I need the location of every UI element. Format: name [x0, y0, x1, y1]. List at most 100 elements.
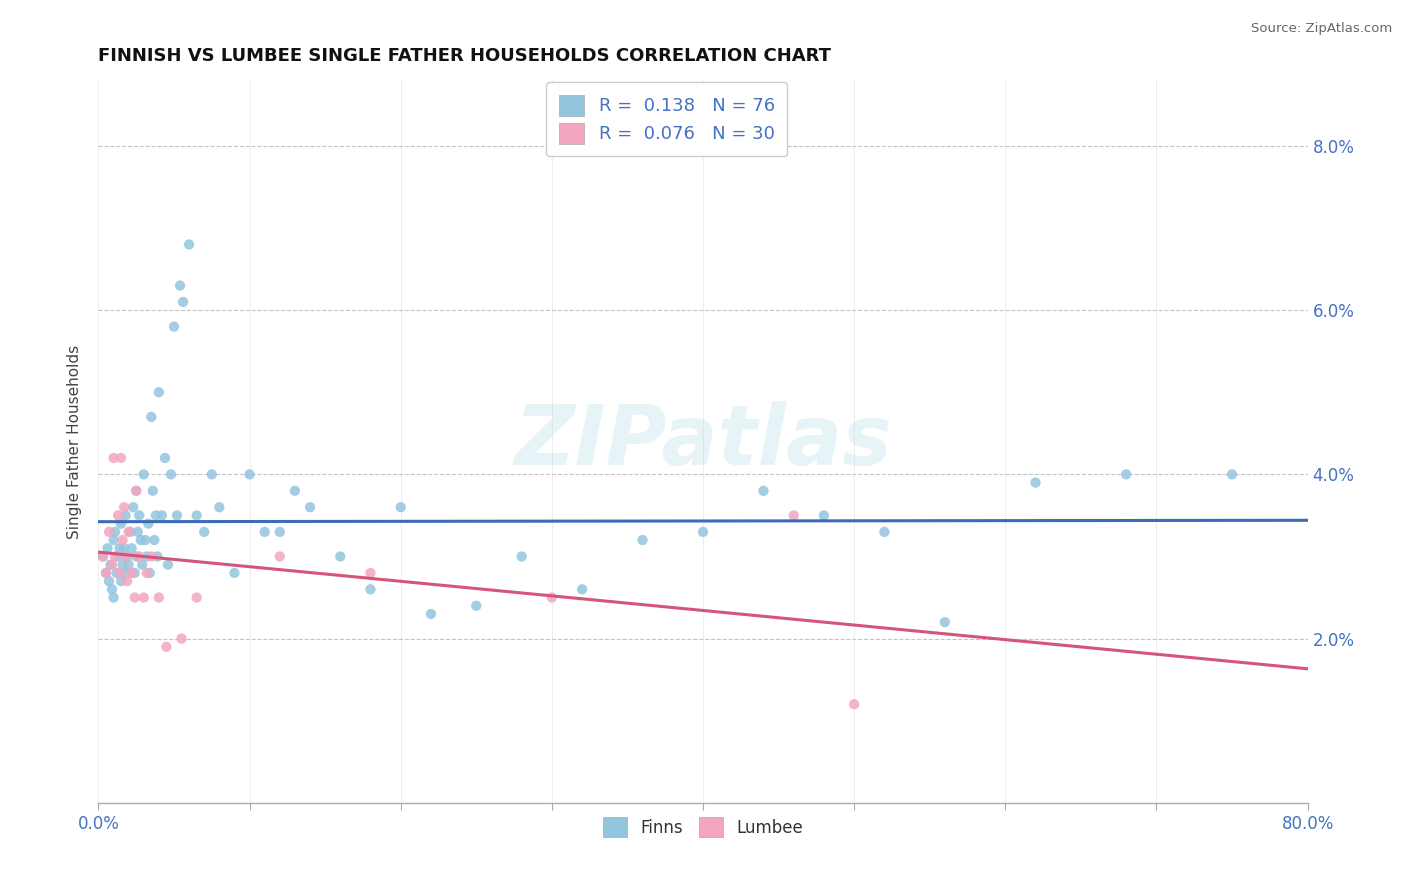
Point	[153, 450, 176, 465]
Point	[103, 591, 125, 605]
Point	[128, 508, 150, 523]
Point	[134, 533, 156, 547]
Point	[94, 566, 117, 580]
Point	[118, 558, 141, 572]
Point	[783, 508, 806, 523]
Y-axis label: Single Father Households: Single Father Households	[67, 344, 83, 539]
Point	[208, 500, 231, 515]
Point	[186, 591, 208, 605]
Point	[91, 549, 114, 564]
Point	[1220, 467, 1243, 482]
Point	[148, 591, 170, 605]
Point	[139, 566, 162, 580]
Point	[172, 295, 194, 310]
Point	[103, 533, 125, 547]
Point	[166, 508, 188, 523]
Point	[1115, 467, 1137, 482]
Point	[141, 549, 163, 564]
Point	[132, 467, 155, 482]
Point	[107, 549, 129, 564]
Point	[510, 549, 533, 564]
Point	[98, 574, 121, 588]
Point	[101, 582, 124, 597]
Point	[108, 541, 131, 556]
Point	[110, 574, 132, 588]
Point	[873, 524, 896, 539]
Point	[239, 467, 262, 482]
Point	[110, 450, 132, 465]
Point	[150, 508, 173, 523]
Point	[118, 524, 141, 539]
Point	[115, 574, 138, 588]
Point	[111, 533, 134, 547]
Point	[571, 582, 593, 597]
Point	[132, 591, 155, 605]
Point	[103, 450, 125, 465]
Point	[155, 640, 177, 654]
Point	[360, 566, 382, 580]
Point	[193, 524, 215, 539]
Point	[98, 524, 121, 539]
Point	[107, 508, 129, 523]
Point	[94, 566, 117, 580]
Point	[104, 549, 127, 564]
Point	[125, 483, 148, 498]
Point	[156, 558, 179, 572]
Point	[813, 508, 835, 523]
Point	[122, 500, 145, 515]
Point	[844, 698, 866, 712]
Point	[269, 524, 291, 539]
Point	[148, 385, 170, 400]
Point	[120, 524, 142, 539]
Text: FINNISH VS LUMBEE SINGLE FATHER HOUSEHOLDS CORRELATION CHART: FINNISH VS LUMBEE SINGLE FATHER HOUSEHOL…	[98, 47, 831, 65]
Point	[100, 558, 122, 572]
Point	[105, 566, 128, 580]
Point	[135, 549, 157, 564]
Point	[692, 524, 714, 539]
Point	[111, 558, 134, 572]
Point	[110, 516, 132, 531]
Point	[146, 549, 169, 564]
Point	[299, 500, 322, 515]
Point	[131, 558, 153, 572]
Point	[752, 483, 775, 498]
Point	[121, 541, 143, 556]
Point	[269, 549, 291, 564]
Point	[121, 566, 143, 580]
Point	[540, 591, 562, 605]
Point	[136, 516, 159, 531]
Point	[129, 533, 152, 547]
Point	[114, 566, 136, 580]
Point	[114, 549, 136, 564]
Point	[142, 483, 165, 498]
Point	[360, 582, 382, 597]
Point	[128, 549, 150, 564]
Point	[1024, 475, 1046, 490]
Point	[112, 500, 135, 515]
Point	[179, 237, 201, 252]
Point	[124, 566, 146, 580]
Point	[96, 541, 118, 556]
Point	[420, 607, 443, 621]
Text: Source: ZipAtlas.com: Source: ZipAtlas.com	[1251, 22, 1392, 36]
Point	[389, 500, 412, 515]
Point	[145, 508, 167, 523]
Point	[112, 541, 135, 556]
Point	[253, 524, 276, 539]
Point	[141, 409, 163, 424]
Point	[125, 483, 148, 498]
Point	[329, 549, 352, 564]
Point	[186, 508, 208, 523]
Legend: Finns, Lumbee: Finns, Lumbee	[595, 809, 811, 845]
Point	[125, 549, 148, 564]
Point	[934, 615, 956, 630]
Point	[224, 566, 246, 580]
Point	[135, 566, 157, 580]
Point	[163, 319, 186, 334]
Point	[143, 533, 166, 547]
Point	[104, 524, 127, 539]
Point	[465, 599, 488, 613]
Point	[201, 467, 224, 482]
Point	[169, 278, 191, 293]
Point	[101, 558, 124, 572]
